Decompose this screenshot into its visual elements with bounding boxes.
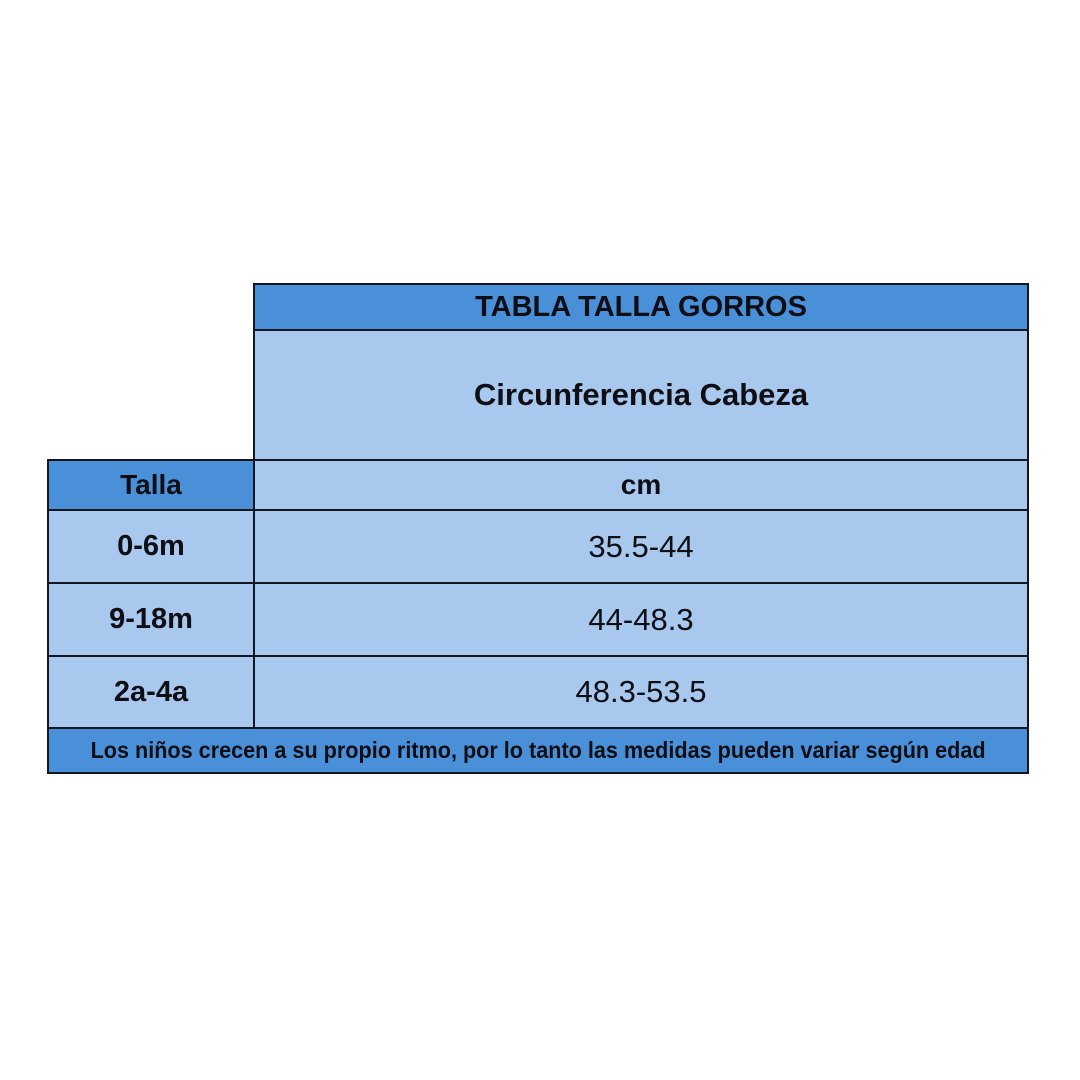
cm-value-0-6m: 35.5-44	[253, 509, 1029, 584]
table-footnote: Los niños crecen a su propio ritmo, por …	[47, 727, 1029, 774]
table-subtitle: Circunferencia Cabeza	[253, 329, 1029, 461]
table-header-row: Talla cm	[47, 459, 1029, 511]
table-row: TABLA TALLA GORROS	[48, 283, 1029, 331]
cm-value-2a-4a: 48.3-53.5	[253, 655, 1029, 729]
cm-value-9-18m: 44-48.3	[253, 582, 1029, 657]
column-header-talla: Talla	[47, 459, 255, 511]
size-label-0-6m: 0-6m	[47, 509, 255, 584]
table-footnote-row: Los niños crecen a su propio ritmo, por …	[47, 727, 1029, 774]
table-title: TABLA TALLA GORROS	[253, 283, 1029, 331]
table-row: 9-18m 44-48.3	[47, 582, 1029, 657]
table-row: Circunferencia Cabeza	[48, 329, 1029, 461]
size-label-9-18m: 9-18m	[47, 582, 255, 657]
column-header-cm: cm	[253, 459, 1029, 511]
table-row: 2a-4a 48.3-53.5	[47, 655, 1029, 729]
empty-spacer-cell	[48, 330, 254, 460]
table-row: 0-6m 35.5-44	[47, 509, 1029, 584]
size-label-2a-4a: 2a-4a	[47, 655, 255, 729]
empty-spacer-cell	[48, 284, 254, 330]
footnote-text: Los niños crecen a su propio ritmo, por …	[90, 737, 986, 763]
size-chart-table: TABLA TALLA GORROS Circunferencia Cabeza…	[47, 283, 1029, 774]
